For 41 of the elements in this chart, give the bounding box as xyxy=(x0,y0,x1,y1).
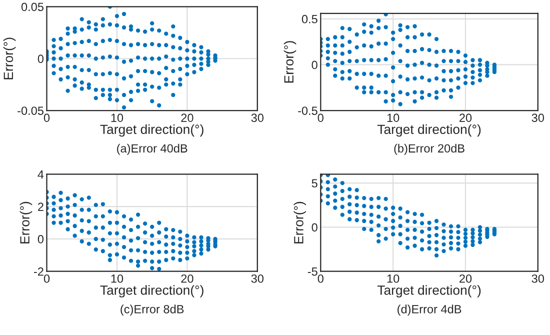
x-axis-title: Target direction(°) xyxy=(377,285,481,298)
y-tick-label: 0 xyxy=(312,223,318,232)
y-tick-label: -2 xyxy=(34,267,44,276)
y-tick-label: 0 xyxy=(38,54,44,64)
x-axis-title: Target direction(°) xyxy=(100,124,204,137)
text: (d)Error 4dB xyxy=(398,304,462,316)
y-axis-title: Error(°) xyxy=(3,38,16,80)
y-tick-label: -0.05 xyxy=(18,106,44,115)
x-tick-label: 0 xyxy=(318,114,324,122)
x-tick-label: 0 xyxy=(44,114,50,122)
x-tick-label: 20 xyxy=(181,274,194,283)
x-tick-label: 30 xyxy=(251,114,264,122)
y-tick-label: 2 xyxy=(38,202,44,211)
y-tick-label: -5 xyxy=(308,268,318,276)
y-tick-label: 0 xyxy=(312,60,318,70)
x-tick-label: 30 xyxy=(532,114,544,122)
x-tick-label: 20 xyxy=(460,274,472,283)
y-tick-label: 0 xyxy=(38,235,44,244)
x-tick-label: 10 xyxy=(387,274,400,283)
y-tick-label: 0.05 xyxy=(21,2,44,12)
x-tick-label: 10 xyxy=(111,274,124,283)
y-axis-title: Error(°) xyxy=(284,41,296,83)
y-axis-title: Error(°) xyxy=(294,202,306,244)
x-tick-label: 30 xyxy=(532,274,544,283)
x-axis-title: Target direction(°) xyxy=(100,285,204,298)
x-tick-label: 20 xyxy=(181,114,194,122)
x-tick-label: 10 xyxy=(387,114,400,122)
x-tick-label: 20 xyxy=(460,114,472,122)
text: (a)Error 40dB xyxy=(117,144,188,155)
x-tick-label: 10 xyxy=(111,114,124,122)
y-tick-label: 0.5 xyxy=(302,14,318,24)
x-tick-label: 30 xyxy=(251,274,264,283)
x-axis-title: Target direction(°) xyxy=(377,124,481,137)
y-axis-title: Error(°) xyxy=(20,202,32,244)
x-tick-label: 0 xyxy=(44,274,50,283)
y-tick-label: -0.5 xyxy=(298,106,318,115)
y-tick-label: 5 xyxy=(312,179,318,188)
x-tick-label: 0 xyxy=(318,274,324,283)
text: (b)Error 20dB xyxy=(394,144,464,155)
y-tick-label: 4 xyxy=(38,170,44,178)
text: (c)Error 8dB xyxy=(120,304,184,316)
